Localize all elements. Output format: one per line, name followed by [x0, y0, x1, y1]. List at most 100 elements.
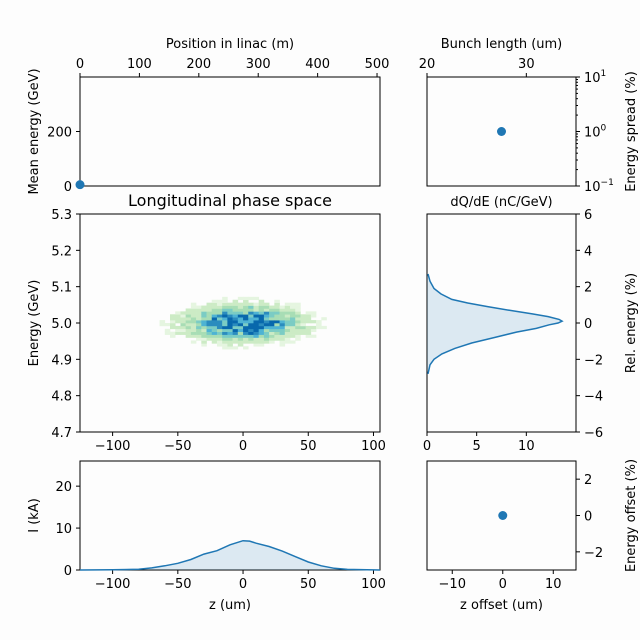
phase-space-cell	[248, 334, 254, 338]
energy_spread-ylabel: Energy spread (%)	[624, 71, 639, 192]
phase-space-cell	[274, 331, 280, 335]
phase-space-cell	[190, 317, 197, 321]
phase-space-cell	[227, 320, 233, 324]
phase-space-cell	[180, 314, 186, 318]
energy_spectrum-ytick-label: 6	[584, 208, 592, 223]
phase-space-cell	[185, 314, 192, 318]
phase-space-cell	[279, 325, 286, 330]
phase-space-cell	[164, 323, 171, 327]
phase-space-cell	[237, 343, 244, 347]
phase-space-cell	[196, 328, 202, 333]
phase_space-xtick-label: −100	[95, 439, 131, 454]
phase-space-cell	[237, 320, 244, 324]
phase-space-cell	[258, 305, 265, 309]
phase-space-cell	[232, 311, 239, 315]
current-frame	[79, 460, 381, 571]
phase-space-cell	[258, 317, 265, 321]
phase-space-cell	[274, 308, 280, 312]
phase-space-cell	[164, 331, 171, 335]
phase-space-cell	[222, 323, 228, 327]
phase_space-xtick-label: 100	[361, 439, 386, 454]
phase-space-cell	[258, 337, 265, 341]
phase-space-cell	[196, 317, 202, 321]
energy_spectrum-axes: 0 5 10 −6 −4 −2 0 2 4 6 Rel. energy (%) dQ/dE (nC/G…	[423, 195, 639, 454]
phase-space-cell	[269, 334, 275, 338]
phase-space-cell	[295, 331, 301, 335]
phase-space-cell	[295, 308, 301, 312]
energy_spectrum-ytick-label: 2	[584, 281, 592, 296]
phase-space-cell	[290, 340, 296, 344]
phase-space-cell	[269, 311, 275, 315]
phase-space-cell	[316, 320, 322, 324]
energy_spectrum-ytick-label: 0	[584, 317, 592, 332]
phase-space-cell	[201, 325, 207, 330]
energy_spectrum-ytick-label: −4	[584, 390, 603, 405]
phase-space-cell	[310, 328, 317, 333]
phase-space-cell	[170, 317, 176, 321]
phase-space-cell	[290, 325, 296, 330]
phase-space-cell	[216, 299, 223, 303]
mean_energy-xtick-label: 100	[127, 57, 152, 72]
mean_energy-frame	[79, 76, 381, 187]
offset-point	[498, 511, 508, 520]
phase-space-cell	[263, 302, 270, 306]
phase-space-cell	[321, 325, 327, 330]
phase-space-cell	[201, 314, 207, 318]
phase-space-cell	[258, 302, 265, 306]
phase-space-cell	[201, 311, 207, 315]
phase-space-cell	[185, 308, 192, 312]
phase-space-cell	[243, 314, 249, 318]
phase-space-cell	[305, 325, 312, 330]
phase-space-cell	[258, 343, 265, 347]
phase-space-cell	[211, 317, 218, 321]
phase-space-cell	[227, 308, 233, 312]
phase-space-cell	[243, 323, 249, 327]
phase-space-cell	[227, 346, 233, 350]
phase-space-cell	[170, 325, 176, 330]
phase-space-cell	[196, 337, 202, 341]
phase-space-cell	[305, 320, 312, 324]
phase-space-cell	[258, 299, 265, 303]
current-line	[79, 539, 381, 571]
phase-space-cell	[211, 328, 218, 333]
current-ytick-label: 20	[55, 480, 72, 495]
phase-space-cell	[237, 296, 244, 301]
phase-space-cell	[201, 343, 207, 347]
phase-space-cell	[201, 337, 207, 341]
phase-space-cell	[253, 325, 259, 330]
mean-energy-point	[75, 180, 85, 190]
phase-space-cell	[300, 314, 306, 318]
phase-space-cell	[175, 331, 181, 335]
phase-space-cell	[196, 320, 202, 324]
phase-space-cell	[211, 314, 218, 318]
phase-space-cell	[227, 317, 233, 321]
mean_energy-xtick-label: 500	[365, 57, 390, 72]
phase-space-cell	[216, 305, 223, 309]
phase-space-cell	[263, 317, 270, 321]
phase-space-cell	[216, 311, 223, 315]
mean_energy-axes: 0 100 200 300 400 500 0 200 Position in linac (m…	[27, 37, 389, 195]
phase-space-cell	[253, 337, 259, 341]
phase-space-cell	[232, 320, 239, 324]
phase-space-cell	[305, 328, 312, 333]
phase-space-cell	[227, 323, 233, 327]
phase-space-cell	[290, 308, 296, 312]
phase-space-cell	[206, 314, 213, 318]
phase-space-cell	[232, 305, 239, 309]
phase-space-cell	[216, 314, 223, 318]
phase-space-cell	[159, 323, 166, 327]
phase-space-cell	[269, 314, 275, 318]
phase-space-cell	[222, 296, 228, 301]
phase-space-cell	[196, 334, 202, 338]
phase-space-cell	[201, 328, 207, 333]
phase-space-cell	[279, 337, 286, 341]
phase-space-cell	[290, 314, 296, 318]
phase-space-cell	[290, 302, 296, 306]
phase-space-cell	[248, 302, 254, 306]
phase-space-cell	[279, 331, 286, 335]
phase-space-cell	[284, 334, 291, 338]
phase-space-cell	[295, 305, 301, 309]
phase-space-cell	[175, 320, 181, 324]
phase-space-cell	[263, 320, 270, 324]
phase-space-cell	[222, 343, 228, 347]
